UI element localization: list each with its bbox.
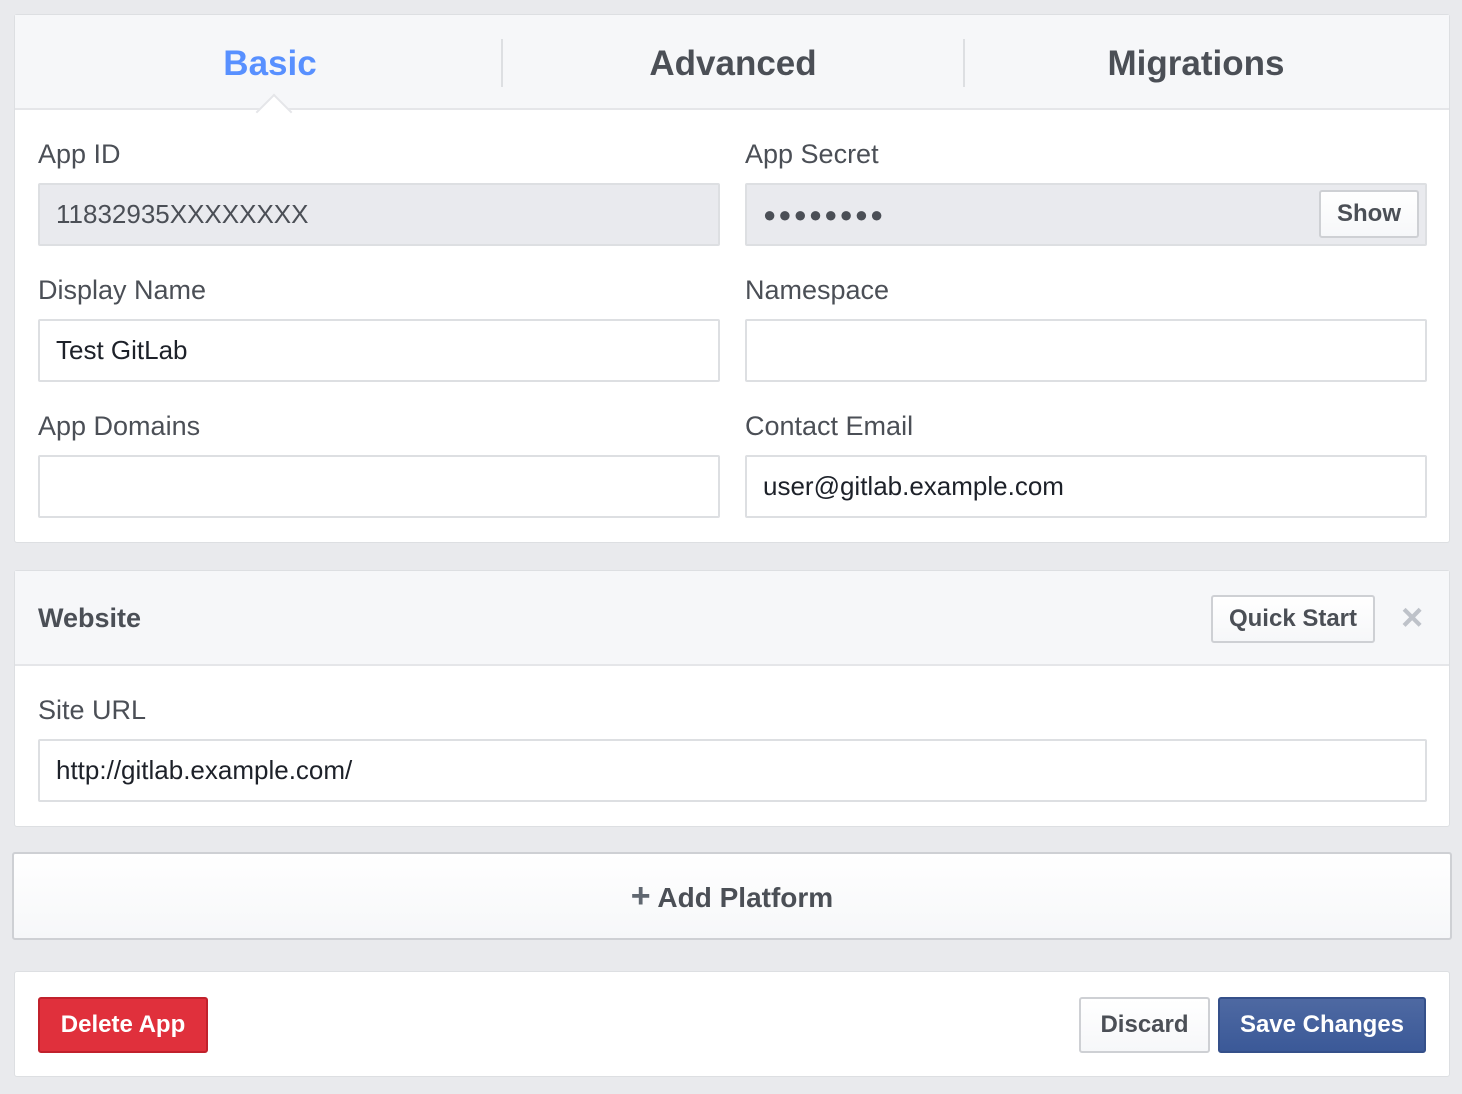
website-header: Website Quick Start × bbox=[15, 571, 1449, 666]
app-secret-label: App Secret bbox=[745, 139, 879, 169]
close-icon[interactable]: × bbox=[1401, 597, 1424, 639]
add-platform-button[interactable]: + Add Platform bbox=[12, 852, 1452, 940]
add-platform-label: Add Platform bbox=[657, 882, 834, 913]
tab-migrations[interactable]: Migrations bbox=[1107, 44, 1285, 83]
basic-settings-card: Basic Advanced Migrations App ID 1183293… bbox=[14, 14, 1450, 543]
namespace-label: Namespace bbox=[745, 275, 890, 305]
app-secret-value: ●●●●●●●● bbox=[763, 202, 886, 227]
quick-start-button[interactable]: Quick Start bbox=[1211, 595, 1375, 643]
delete-app-button[interactable]: Delete App bbox=[38, 997, 208, 1053]
tab-basic[interactable]: Basic bbox=[223, 44, 317, 83]
tab-advanced[interactable]: Advanced bbox=[649, 44, 817, 83]
contact-email-input[interactable]: user@gitlab.example.com bbox=[745, 455, 1427, 518]
site-url-label: Site URL bbox=[38, 695, 147, 725]
save-changes-button[interactable]: Save Changes bbox=[1218, 997, 1426, 1053]
tab-divider bbox=[501, 39, 503, 87]
website-platform-card: Website Quick Start × Site URL http://gi… bbox=[14, 570, 1450, 827]
display-name-input[interactable]: Test GitLab bbox=[38, 319, 720, 382]
app-domains-input[interactable] bbox=[38, 455, 720, 518]
namespace-input[interactable] bbox=[745, 319, 1427, 382]
tab-bar: Basic Advanced Migrations bbox=[15, 15, 1449, 131]
tab-divider bbox=[963, 39, 965, 87]
footer-actions: Delete App Discard Save Changes bbox=[14, 971, 1450, 1077]
display-name-label: Display Name bbox=[38, 275, 207, 305]
plus-icon: + bbox=[630, 877, 651, 915]
app-id-label: App ID bbox=[38, 139, 121, 169]
app-id-field[interactable]: 11832935XXXXXXXX bbox=[38, 183, 720, 246]
app-domains-label: App Domains bbox=[38, 411, 201, 441]
app-secret-field[interactable]: ●●●●●●●● Show bbox=[745, 183, 1427, 246]
show-secret-button[interactable]: Show bbox=[1319, 190, 1419, 238]
contact-email-label: Contact Email bbox=[745, 411, 914, 441]
site-url-input[interactable]: http://gitlab.example.com/ bbox=[38, 739, 1427, 802]
discard-button[interactable]: Discard bbox=[1079, 997, 1210, 1053]
website-title: Website bbox=[38, 603, 142, 633]
